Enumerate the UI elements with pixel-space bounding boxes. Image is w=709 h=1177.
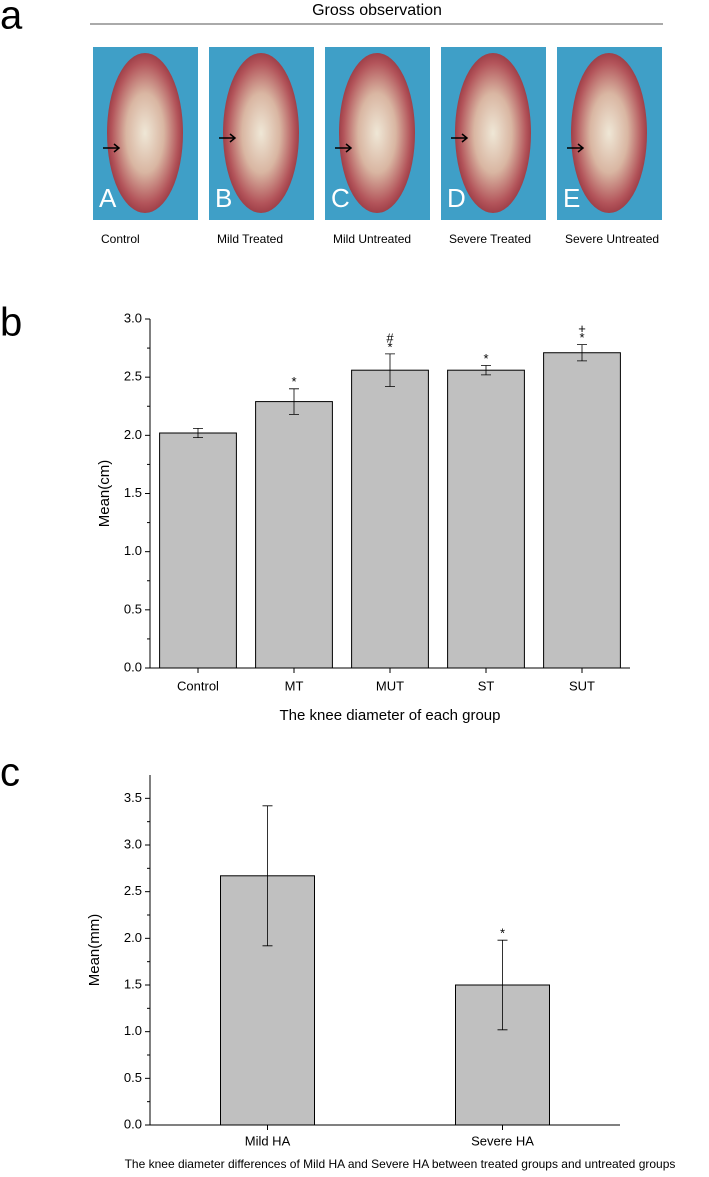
- significance-mark: *: [579, 330, 584, 345]
- error-bar: [262, 805, 273, 947]
- error-bar: [577, 344, 587, 362]
- y-tick-label: 1.0: [124, 1023, 142, 1038]
- photo-specimen: [339, 53, 415, 213]
- y-tick-label: 3.0: [124, 310, 142, 325]
- y-tick-label: 3.0: [124, 836, 142, 851]
- x-axis-label: The knee diameter of each group: [280, 707, 501, 724]
- y-tick-label: 2.5: [124, 883, 142, 898]
- x-tick-label: Mild HA: [245, 1133, 291, 1148]
- photo-specimen: [223, 53, 299, 213]
- arrow: [451, 133, 469, 143]
- photo-letter: C: [331, 183, 350, 213]
- arrow: [335, 143, 353, 153]
- photo-caption: Mild Treated: [217, 232, 283, 246]
- photo-specimen: [455, 53, 531, 213]
- bar: [159, 432, 237, 669]
- error-bar: [497, 939, 508, 1031]
- x-tick-label: MUT: [376, 678, 404, 693]
- error-bar: [481, 365, 491, 376]
- y-axis-label: Mean(mm): [86, 914, 103, 987]
- y-tick-label: 0.5: [124, 1070, 142, 1085]
- bar: [351, 369, 429, 669]
- arrow: [103, 143, 121, 153]
- arrow: [219, 133, 237, 143]
- bar: [255, 401, 333, 669]
- significance-mark: *: [500, 926, 505, 941]
- error-bar: [289, 388, 299, 415]
- y-tick-label: 1.5: [124, 976, 142, 991]
- arrow: [567, 143, 585, 153]
- x-tick-label: Control: [177, 678, 219, 693]
- photo-letter: A: [99, 183, 117, 213]
- error-bar: [193, 427, 203, 439]
- panel-title: Gross observation: [312, 2, 442, 19]
- photo-letter: E: [563, 183, 580, 213]
- photo-specimen: [571, 53, 647, 213]
- y-tick-label: 0.0: [124, 1116, 142, 1131]
- significance-mark: *: [387, 339, 392, 354]
- x-axis-label: The knee diameter differences of Mild HA…: [125, 1157, 676, 1171]
- photo-caption: Control: [101, 232, 140, 246]
- significance-mark: *: [483, 351, 488, 366]
- x-tick-label: ST: [478, 678, 495, 693]
- x-tick-label: SUT: [569, 678, 595, 693]
- photo-letter: B: [215, 183, 232, 213]
- significance-mark: #: [386, 330, 394, 345]
- y-tick-label: 0.5: [124, 601, 142, 616]
- y-tick-label: 1.5: [124, 485, 142, 500]
- photo-caption: Mild Untreated: [333, 232, 411, 246]
- y-tick-label: 3.5: [124, 790, 142, 805]
- error-bar: [385, 353, 395, 387]
- significance-mark: *: [291, 374, 296, 389]
- y-tick-label: 0.0: [124, 659, 142, 674]
- y-axis-label: Mean(cm): [96, 460, 113, 528]
- panel-label: a: [0, 0, 23, 38]
- photo-letter: D: [447, 183, 466, 213]
- x-tick-label: MT: [285, 678, 304, 693]
- photo-caption: Severe Treated: [449, 232, 531, 246]
- y-tick-label: 2.0: [124, 427, 142, 442]
- y-tick-label: 1.0: [124, 543, 142, 558]
- panel-label: b: [0, 301, 22, 345]
- y-tick-label: 2.5: [124, 369, 142, 384]
- x-tick-label: Severe HA: [471, 1133, 534, 1148]
- panel-label: c: [0, 751, 20, 795]
- y-tick-label: 2.0: [124, 930, 142, 945]
- bar: [447, 369, 525, 669]
- significance-mark: +: [578, 321, 586, 336]
- photo-caption: Severe Untreated: [565, 232, 659, 246]
- photo-specimen: [107, 53, 183, 213]
- bar: [543, 352, 621, 669]
